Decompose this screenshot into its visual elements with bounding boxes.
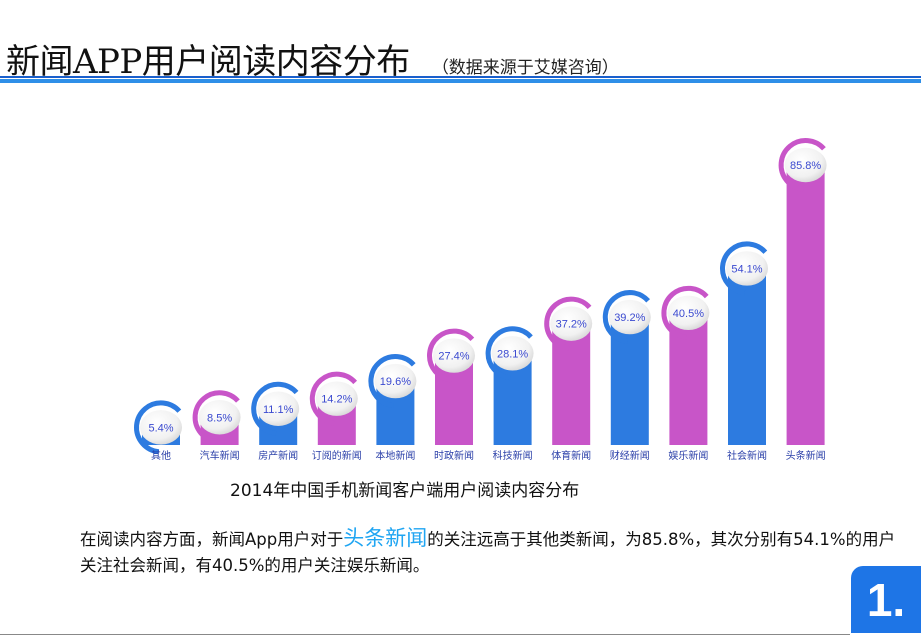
data-label: 85.8% bbox=[790, 160, 821, 172]
summary-text-1: 在阅读内容方面，新闻App用户对于 bbox=[80, 530, 344, 549]
bubble-ring bbox=[134, 400, 188, 455]
title-bar: 新闻APP用户阅读内容分布 （数据来源于艾媒咨询） bbox=[6, 34, 619, 83]
bubble-ring bbox=[544, 296, 599, 351]
footer-rule bbox=[0, 634, 850, 635]
value-bubble bbox=[667, 295, 710, 331]
value-bubble bbox=[784, 147, 827, 183]
value-bubble bbox=[608, 299, 651, 335]
category-label: 订阅的新闻 bbox=[312, 449, 362, 462]
value-bubble bbox=[374, 363, 417, 399]
data-label: 11.1% bbox=[263, 404, 294, 416]
category-label: 房产新闻 bbox=[258, 449, 298, 462]
bar-group: 39.2% 财经新闻 bbox=[602, 290, 657, 462]
summary-highlight: 头条新闻 bbox=[343, 526, 428, 550]
category-label: 科技新闻 bbox=[493, 449, 533, 462]
bubble-ring bbox=[485, 326, 540, 381]
summary-paragraph: 在阅读内容方面，新闻App用户对于头条新闻的关注远高于其他类新闻，为85.8%，… bbox=[80, 525, 910, 579]
bubble-ring bbox=[426, 328, 481, 383]
category-label: 体育新闻 bbox=[551, 449, 591, 462]
value-bubble bbox=[550, 306, 593, 341]
value-bubble bbox=[726, 251, 768, 286]
data-label: 8.5% bbox=[207, 412, 232, 424]
bar-group: 5.4% 其他 bbox=[134, 400, 188, 462]
bar-group: 8.5% 汽车新闻 bbox=[192, 390, 247, 462]
category-label: 财经新闻 bbox=[610, 449, 650, 462]
bubble-ring bbox=[251, 381, 306, 436]
data-label: 39.2% bbox=[614, 312, 645, 324]
bar-group: 37.2% 体育新闻 bbox=[544, 296, 599, 462]
bar-chart: 5.4% 其他 8.5% 汽车新闻 11.1% 房产新闻 14.2% 订阅的新闻 19.6% 本地… bbox=[134, 138, 833, 462]
bar-group: 19.6% 本地新闻 bbox=[368, 354, 423, 462]
bar bbox=[728, 268, 766, 445]
category-label: 其他 bbox=[151, 449, 171, 462]
data-label: 19.6% bbox=[380, 376, 411, 388]
value-bubble bbox=[433, 338, 475, 373]
data-label: 54.1% bbox=[731, 263, 762, 275]
value-bubble bbox=[257, 391, 300, 426]
category-label: 娱乐新闻 bbox=[668, 449, 708, 462]
bubble-ring bbox=[661, 285, 716, 340]
value-bubble bbox=[315, 381, 358, 416]
bar-group: 85.8% 头条新闻 bbox=[778, 138, 833, 462]
data-label: 28.1% bbox=[497, 348, 528, 360]
category-label: 汽车新闻 bbox=[200, 449, 240, 462]
bubble-ring bbox=[309, 371, 364, 426]
source-note: （数据来源于艾媒咨询） bbox=[431, 58, 619, 78]
data-label: 40.5% bbox=[673, 308, 704, 320]
value-bubble bbox=[140, 410, 182, 445]
bar-group: 54.1% 社会新闻 bbox=[720, 241, 774, 462]
title-rule bbox=[0, 76, 921, 78]
bar-group: 11.1% 房产新闻 bbox=[251, 381, 306, 462]
category-label: 社会新闻 bbox=[727, 449, 767, 462]
bubble-ring bbox=[192, 390, 247, 445]
chart-caption: 2014年中国手机新闻客户端用户阅读内容分布 bbox=[230, 481, 580, 501]
title-rule-accent bbox=[0, 79, 921, 83]
bubble-ring bbox=[778, 138, 833, 192]
bar-group: 40.5% 娱乐新闻 bbox=[661, 285, 716, 462]
bar-group: 27.4% 时政新闻 bbox=[426, 328, 481, 462]
value-bubble bbox=[198, 400, 241, 435]
bar bbox=[786, 165, 825, 445]
bubble-ring bbox=[720, 241, 774, 296]
category-label: 头条新闻 bbox=[786, 449, 826, 462]
value-bubble bbox=[491, 336, 534, 371]
data-label: 37.2% bbox=[556, 319, 587, 331]
page-title: 新闻APP用户阅读内容分布 bbox=[6, 42, 410, 82]
category-label: 时政新闻 bbox=[434, 449, 474, 462]
category-label: 本地新闻 bbox=[375, 449, 415, 462]
bubble-ring bbox=[602, 290, 657, 345]
bubble-ring bbox=[368, 354, 423, 409]
data-label: 5.4% bbox=[148, 422, 173, 434]
summary-text-2: 的关注远高于其他类新闻，为85.8%，其次分别有54.1%的用户关注社会新闻，有… bbox=[80, 530, 896, 575]
data-label: 27.4% bbox=[438, 351, 469, 363]
page-number-badge: 1. bbox=[851, 566, 921, 633]
bar-group: 28.1% 科技新闻 bbox=[485, 326, 540, 462]
data-label: 14.2% bbox=[321, 394, 352, 406]
bar-group: 14.2% 订阅的新闻 bbox=[309, 371, 364, 462]
